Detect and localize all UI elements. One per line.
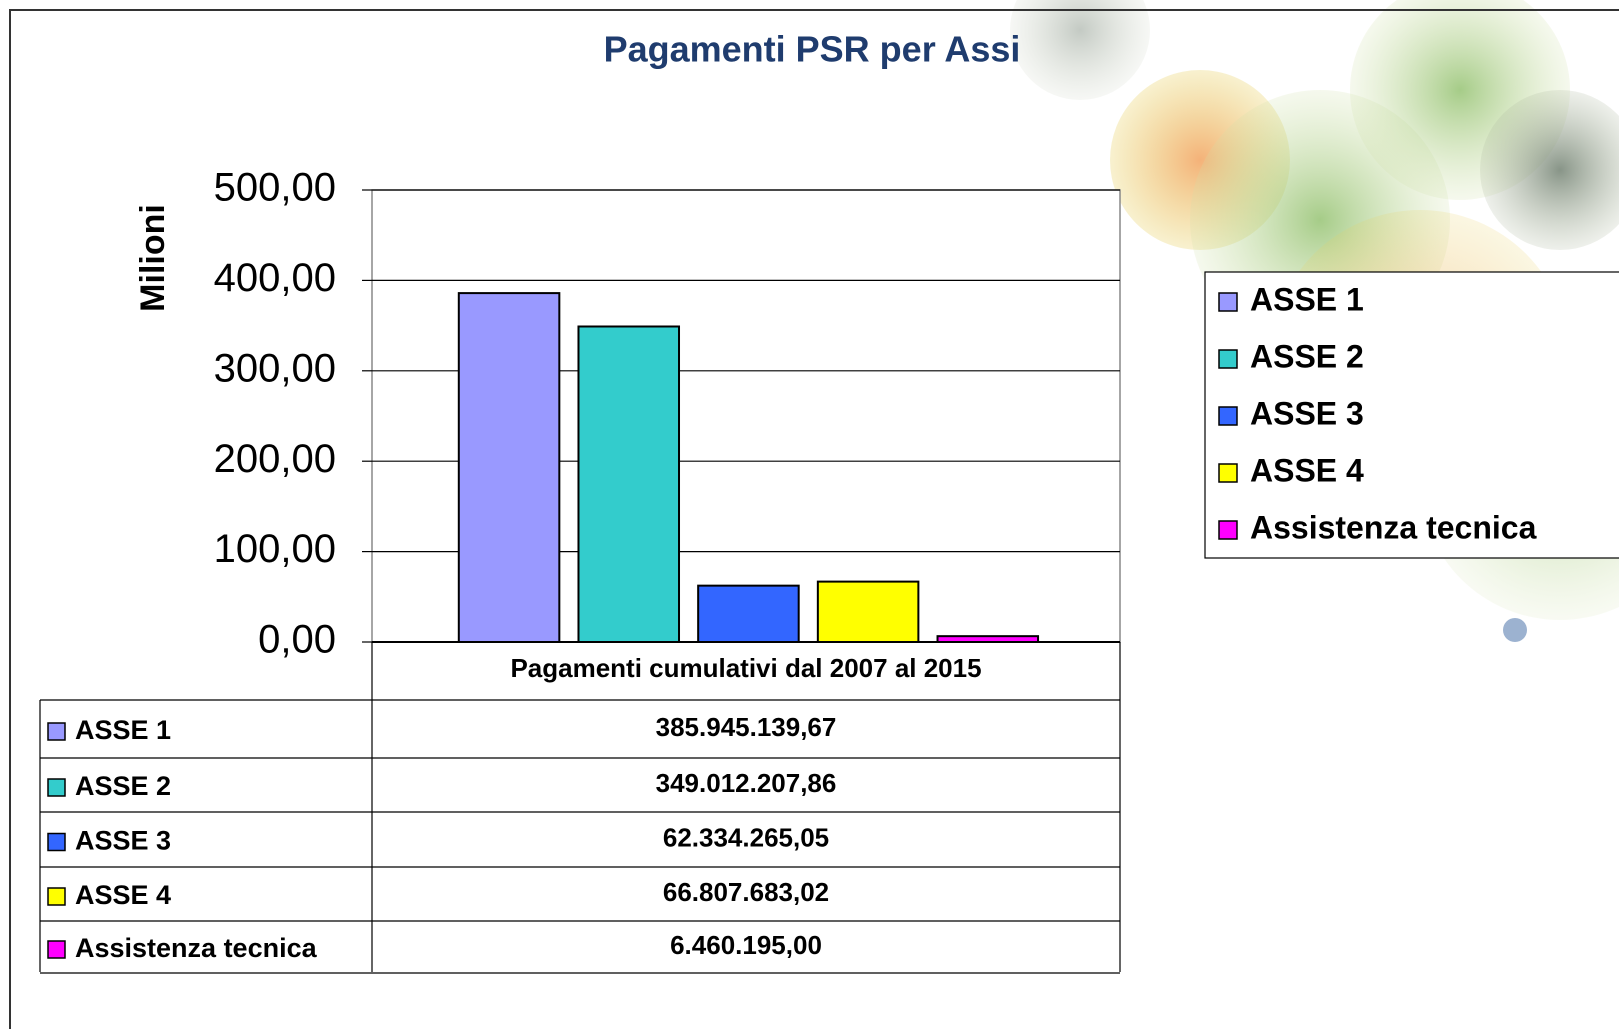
table-value: 66.807.683,02 <box>663 877 829 907</box>
legend-key <box>1219 521 1237 539</box>
legend-label: ASSE 4 <box>1250 452 1364 488</box>
table-value: 62.334.265,05 <box>663 822 829 852</box>
legend-label: ASSE 2 <box>1250 338 1364 374</box>
legend-key <box>1219 464 1237 482</box>
table-header: Pagamenti cumulativi dal 2007 al 2015 <box>510 653 981 683</box>
y-axis-label: Milioni <box>134 204 172 312</box>
table-value: 6.460.195,00 <box>670 930 822 960</box>
bar <box>698 586 799 642</box>
y-tick-label: 200,00 <box>214 437 336 481</box>
table-legend-key <box>48 723 65 740</box>
legend-label: ASSE 3 <box>1250 395 1364 431</box>
table-row-label: ASSE 4 <box>75 880 171 910</box>
table-row-label: ASSE 1 <box>75 715 171 745</box>
table-value: 385.945.139,67 <box>656 712 837 742</box>
table-legend-key <box>48 779 65 796</box>
legend-key <box>1219 407 1237 425</box>
y-tick-label: 400,00 <box>214 256 336 300</box>
table-row-label: ASSE 2 <box>75 771 171 801</box>
y-tick-label: 0,00 <box>258 618 336 662</box>
table-legend-key <box>48 941 65 958</box>
table-legend-key <box>48 888 65 905</box>
legend-key <box>1219 350 1237 368</box>
bar <box>818 582 919 642</box>
table-row-label: Assistenza tecnica <box>75 933 318 963</box>
table-value: 349.012.207,86 <box>656 768 837 798</box>
bar <box>578 326 679 642</box>
chart: Pagamenti PSR per Assi Milioni 0,00 100,0… <box>0 0 1619 1029</box>
y-tick-label: 300,00 <box>214 346 336 390</box>
chart-title: Pagamenti PSR per Assi <box>604 29 1021 70</box>
bar <box>459 293 560 642</box>
y-tick-label: 100,00 <box>214 527 336 571</box>
y-tick-label: 500,00 <box>214 166 336 210</box>
legend-label: Assistenza tecnica <box>1250 509 1537 545</box>
table-row-label: ASSE 3 <box>75 826 171 856</box>
table-legend-key <box>48 834 65 851</box>
legend-key <box>1219 293 1237 311</box>
legend-label: ASSE 1 <box>1250 281 1364 317</box>
